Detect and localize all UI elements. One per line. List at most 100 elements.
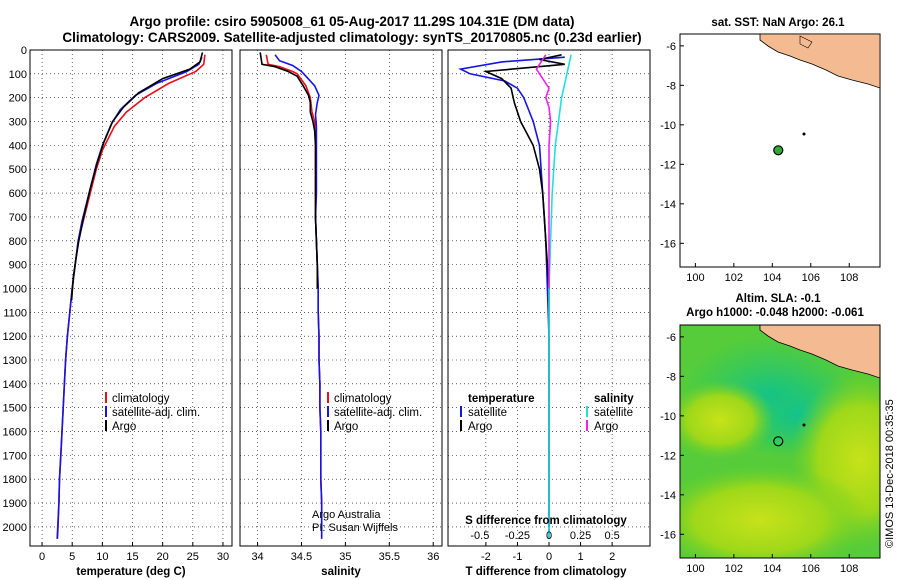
map-x-tick-label: 106 (802, 272, 820, 284)
series-salinity-argo (535, 54, 552, 289)
temperature-xticks: 0 5 10 15 20 25 30 (39, 542, 229, 563)
christmas-island-marker (802, 423, 806, 427)
difference-legend: temperature satellite Argo salinity sate… (460, 393, 634, 433)
map-y-tick-label: -16 (660, 238, 676, 250)
x-tick-label: 34 (251, 551, 263, 563)
argo-float-marker (773, 145, 784, 156)
x-tick-label: 34.5 (291, 551, 312, 563)
map-y-tick-label: -6 (666, 332, 676, 344)
s-difference-xlabel: S difference from climatology (465, 515, 627, 527)
map-x-tick-label: 104 (763, 563, 781, 575)
x-tick-label: 0 (546, 551, 552, 563)
y-tick-label: 1100 (3, 307, 27, 319)
s-diff-tick-label: -0.5 (470, 530, 489, 542)
map-y-tick-label: -12 (660, 159, 676, 171)
salinity-panel: 34 34.5 35 35.5 36 salinity climatology sate… (239, 49, 443, 578)
y-tick-label: 1800 (3, 474, 27, 486)
map-y-tick-label: -6 (666, 41, 676, 53)
land-java-sumatra-shape (759, 33, 881, 89)
y-tick-label: 1300 (3, 355, 27, 367)
legend-argo-label: Argo (112, 421, 136, 433)
x-tick-label: 5 (69, 551, 75, 563)
christmas-island-marker (802, 132, 806, 136)
temperature-grid (30, 49, 232, 546)
temperature-legend: climatology satellite-adj. clim. Argo (105, 392, 200, 433)
map-x-tick-label: 102 (725, 563, 743, 575)
y-tick-label: 100 (9, 69, 27, 81)
y-tick-label: 1600 (3, 427, 27, 439)
legend-s-satellite-label: satellite (594, 407, 633, 419)
y-tick-label: 200 (9, 93, 27, 105)
y-tick-label: 600 (9, 188, 27, 200)
map-x-tick-label: 108 (840, 563, 858, 575)
imos-credit: ©IMOS 13-Dec-2018 00:35:35 (884, 399, 896, 548)
title-line-2: Climatology: CARS2009. Satellite-adjuste… (62, 30, 641, 45)
y-tick-label: 0 (21, 45, 27, 57)
map-x-tick-label: 106 (802, 563, 820, 575)
legend-s-argo-label: Argo (594, 421, 618, 433)
salinity-legend: climatology satellite-adj. clim. Argo (327, 392, 422, 433)
map-y-tick-label: -14 (660, 199, 676, 211)
land-java-sumatra-shape (759, 325, 880, 379)
sla-map: Altim. SLA: -0.1 Argo h1000: -0.048 h200… (660, 293, 881, 575)
map-y-tick-label: -12 (660, 450, 676, 462)
y-tick-label: 1000 (3, 283, 27, 295)
x-tick-label: -1 (513, 551, 523, 563)
y-tick-label: 400 (9, 140, 27, 152)
map-x-tick-label: 104 (763, 272, 781, 284)
s-diff-tick-label: 0 (546, 530, 552, 542)
y-tick-label: 500 (9, 164, 27, 176)
salinity-series (259, 52, 323, 539)
s-diff-tick-label: -0.25 (505, 530, 530, 542)
x-tick-label: 20 (157, 551, 169, 563)
y-tick-label: 1700 (3, 450, 27, 462)
salinity-xticks: 34 34.5 35 35.5 36 (251, 542, 439, 563)
y-tick-label: 1900 (3, 498, 27, 510)
temperature-series (56, 52, 206, 539)
legend-t-argo-label: Argo (468, 421, 492, 433)
y-tick-label: 1200 (3, 331, 27, 343)
y-tick-label: 2000 (3, 522, 27, 534)
sla-map-subtitle: Argo h1000: -0.048 h2000: -0.061 (686, 307, 864, 319)
difference-panel: -2 -1 0 1 2 -0.5 -0.25 0 0.25 0.5 S difference f… (447, 49, 651, 578)
y-tick-label: 900 (9, 260, 27, 272)
sla-heatmap-field (680, 325, 880, 558)
map-y-tick-label: -10 (660, 411, 676, 423)
x-tick-label: 2 (609, 551, 615, 563)
map-y-tick-label: -14 (660, 490, 676, 502)
temperature-panel: 0 5 10 15 20 25 30 0 100 200 300 400 500 600 700 800 90… (3, 45, 233, 578)
map-x-tick-label: 102 (725, 272, 743, 284)
sst-map: sat. SST: NaN Argo: 26.1 100 102 104 106 108… (660, 17, 881, 284)
temperature-axes-frame (29, 49, 233, 547)
legend-satellite-label: satellite-adj. clim. (334, 407, 422, 419)
sst-map-ticks: 100 102 104 106 108 -6 -8 -10 -12 -14 -16 (660, 41, 858, 284)
series-argo (259, 52, 319, 289)
sla-map-ticks: 100 102 104 106 108 -6 -8 -10 -12 -14 -16 (660, 332, 858, 575)
legend-climatology-label: climatology (334, 393, 392, 405)
x-tick-label: 10 (96, 551, 108, 563)
credit-argo-australia: Argo Australia (312, 509, 381, 521)
salinity-xlabel: salinity (321, 566, 361, 578)
sla-map-frame (679, 324, 881, 559)
y-tick-label: 800 (9, 236, 27, 248)
land-island-shape (799, 35, 813, 49)
legend-satellite-label: satellite-adj. clim. (112, 407, 200, 419)
y-tick-label: 300 (9, 117, 27, 129)
t-difference-xlabel: T difference from climatology (465, 566, 627, 578)
sla-map-points (773, 436, 784, 447)
sst-map-points (773, 145, 784, 156)
map-x-tick-label: 108 (840, 272, 858, 284)
x-tick-label: 35.5 (379, 551, 400, 563)
map-y-tick-label: -8 (666, 371, 676, 383)
difference-series (458, 54, 572, 539)
map-y-tick-label: -8 (666, 80, 676, 92)
argo-float-marker (773, 436, 784, 447)
x-tick-label: 15 (126, 551, 138, 563)
legend-salinity-heading: salinity (594, 393, 634, 405)
x-tick-label: 30 (217, 551, 229, 563)
sla-high-anomaly-west (680, 380, 775, 460)
sst-map-title: sat. SST: NaN Argo: 26.1 (711, 17, 845, 29)
legend-temperature-heading: temperature (468, 393, 534, 405)
legend-climatology-label: climatology (112, 393, 170, 405)
